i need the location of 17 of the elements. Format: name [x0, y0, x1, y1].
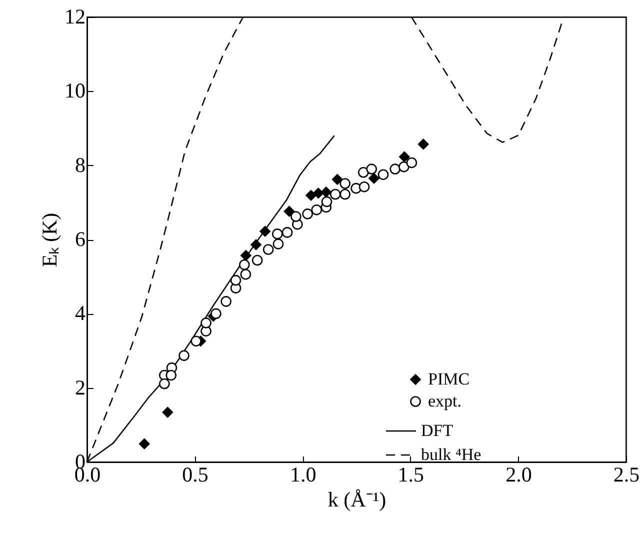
y-tick-label: 10: [64, 78, 86, 103]
legend-label: expt.: [428, 392, 462, 410]
x-tick-label: 1.5: [398, 462, 424, 486]
legend-label: DFT: [421, 421, 454, 440]
y-tick-label: 8: [75, 152, 86, 177]
y-tick-label: 4: [75, 301, 86, 326]
x-axis-title: k (Å⁻¹): [328, 488, 386, 512]
legend-label: PIMC: [428, 370, 470, 388]
x-tick-label: 2.5: [613, 462, 640, 486]
y-tick-label: 6: [75, 227, 86, 251]
y-tick-label: 12: [64, 4, 86, 28]
y-axis-title: Eₖ (K): [38, 212, 62, 268]
x-tick-label: 2.0: [506, 462, 532, 486]
legend-label: bulk ⁴He: [421, 445, 482, 464]
y-tick-label: 2: [75, 375, 86, 400]
x-tick-label: 0.5: [182, 462, 208, 486]
x-tick-label: 1.0: [290, 462, 316, 486]
